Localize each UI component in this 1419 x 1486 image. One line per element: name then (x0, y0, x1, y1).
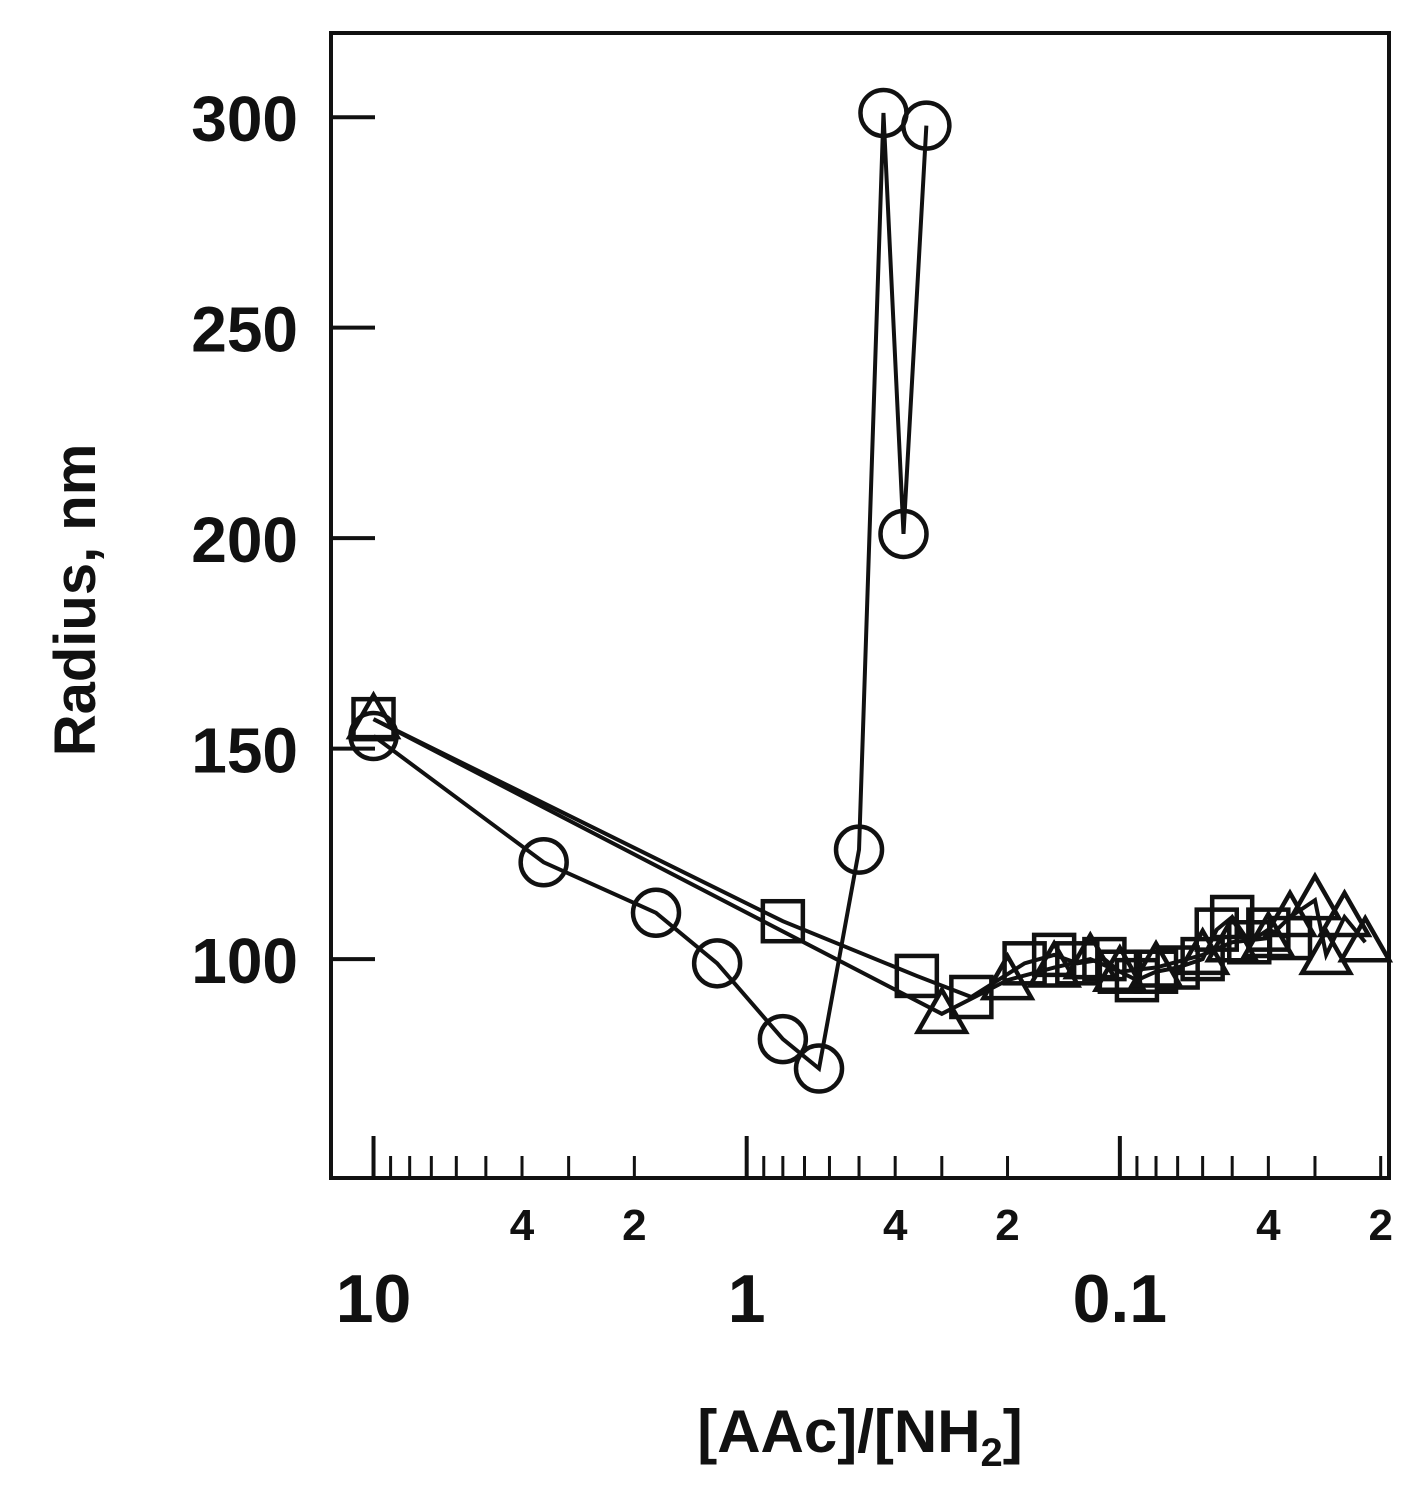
x-minor-tick-label: 2 (1368, 1201, 1392, 1250)
triangle-marker (979, 951, 1036, 1001)
circle-marker (757, 1013, 809, 1065)
x-axis-title-main: [AAc]/[NH (697, 1398, 980, 1465)
x-minor-tick-label: 4 (883, 1201, 908, 1250)
circle-marker (691, 938, 743, 989)
square-marker (894, 953, 940, 999)
x-major-tick-label: 0.1 (1073, 1261, 1168, 1337)
x-axis-title-subscript: 2 (981, 1431, 1003, 1475)
data-layer (345, 87, 1394, 1094)
triangle-marker (1262, 888, 1318, 938)
y-axis-title: Radius, nm (43, 444, 108, 757)
x-minor-tick-label: 2 (622, 1201, 646, 1250)
triangle-marker (1287, 871, 1343, 921)
x-axis-title-end: ] (1003, 1398, 1023, 1465)
triangle-marker (1337, 913, 1394, 963)
y-tick-label: 200 (191, 504, 298, 576)
x-major-tick-label: 10 (336, 1261, 412, 1337)
circle-series-line (372, 112, 929, 1073)
triangle-marker (1062, 930, 1119, 980)
circle-marker (901, 100, 952, 151)
x-major-tick-label: 1 (728, 1261, 766, 1337)
x-minor-tick-label: 2 (995, 1201, 1019, 1250)
circle-marker (793, 1043, 845, 1094)
circle-marker (833, 824, 885, 875)
x-minor-tick-label: 4 (1256, 1201, 1281, 1250)
triangle-marker (1026, 938, 1083, 988)
triangle-marker (1128, 938, 1184, 988)
x-minor-tick-label: 4 (510, 1201, 535, 1250)
triangle-marker (1204, 913, 1261, 963)
plot-frame (329, 31, 1391, 1180)
square-marker (1209, 894, 1255, 940)
triangle-marker (345, 690, 402, 740)
triangle-marker (1316, 888, 1373, 938)
circle-marker (518, 837, 569, 888)
triangle-marker (1091, 943, 1148, 992)
axis-layer: 100 150 200 250 300 10 1 0.1 4 2 4 2 4 2 (191, 83, 1393, 1337)
y-tick-label: 150 (191, 715, 298, 787)
triangle-marker (913, 985, 970, 1035)
circle-marker (630, 887, 682, 939)
triangle-marker (1298, 926, 1355, 976)
y-tick-label: 250 (191, 294, 298, 366)
y-tick-label: 100 (191, 925, 298, 997)
square-marker (1031, 932, 1077, 978)
circle-marker (878, 508, 929, 560)
y-tick-label: 300 (191, 83, 298, 155)
x-axis-title: [AAc]/[NH2] (697, 1398, 1023, 1475)
